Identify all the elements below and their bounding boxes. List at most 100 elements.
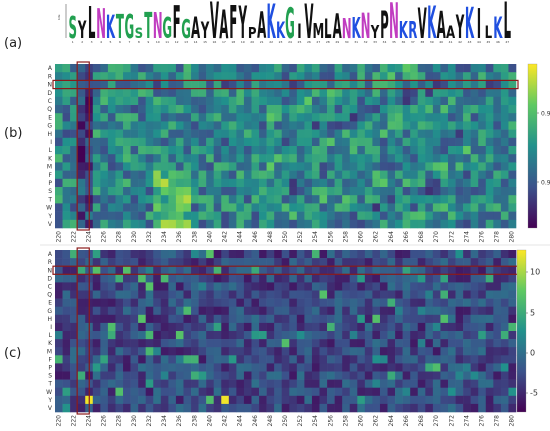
heatmap-cell — [289, 331, 298, 340]
heatmap-cell — [379, 298, 388, 307]
heatmap-cell — [395, 146, 403, 155]
heatmap-cell — [243, 96, 252, 106]
heatmap-cell — [485, 322, 494, 332]
heatmap-cell — [138, 146, 146, 155]
heatmap-cell — [327, 363, 335, 372]
heatmap-cell — [508, 290, 517, 299]
heatmap-cell — [455, 105, 464, 114]
heatmap-cell — [379, 72, 388, 81]
heatmap-cell — [191, 170, 199, 180]
heatmap-cell — [470, 355, 479, 364]
heatmap-cell — [55, 355, 63, 364]
heatmap-cell — [478, 314, 487, 324]
heatmap-cell — [62, 355, 71, 364]
heatmap-cell — [77, 250, 86, 259]
heatmap-cell — [417, 379, 426, 388]
heatmap-cell — [266, 314, 275, 324]
heatmap-cell — [175, 274, 184, 283]
heatmap-cell — [198, 137, 207, 147]
heatmap-cell — [183, 72, 192, 81]
heatmap-cell — [425, 219, 434, 229]
heatmap-cell — [440, 80, 449, 89]
heatmap-cell — [447, 80, 456, 89]
heatmap-cell — [62, 314, 71, 324]
heatmap-cell — [221, 113, 230, 122]
heatmap-cell — [62, 290, 71, 299]
heatmap-cell — [508, 162, 517, 171]
heatmap-cell — [478, 274, 487, 283]
heatmap-cell — [478, 178, 487, 188]
heatmap-cell — [387, 187, 396, 196]
heatmap-cell — [342, 129, 351, 139]
heatmap-cell — [213, 371, 222, 380]
heatmap-cell — [92, 331, 101, 340]
heatmap-cell — [274, 105, 283, 114]
heatmap-cell — [463, 250, 471, 259]
heatmap-cell — [55, 274, 63, 283]
heatmap-cell — [342, 203, 351, 212]
heatmap-cell — [470, 80, 479, 89]
heatmap-cell — [500, 331, 509, 340]
heatmap-cell — [417, 162, 426, 171]
heatmap-cell — [493, 88, 502, 98]
column-label: 276 — [478, 415, 485, 427]
heatmap-cell — [311, 72, 320, 81]
column-label: 244 — [237, 231, 244, 243]
heatmap-cell — [304, 395, 313, 405]
heatmap-cell — [342, 347, 351, 356]
heatmap-cell — [319, 274, 328, 283]
heatmap-cell — [123, 331, 131, 340]
heatmap-cell — [160, 170, 169, 180]
heatmap-cell — [274, 250, 283, 259]
heatmap-cell — [62, 195, 71, 204]
heatmap-cell — [485, 88, 494, 98]
heatmap-cell — [281, 306, 290, 316]
heatmap-cell — [425, 64, 434, 73]
heatmap-cell — [100, 274, 109, 283]
heatmap-cell — [221, 403, 230, 413]
heatmap-cell — [198, 219, 207, 229]
heatmap-cell — [213, 363, 222, 372]
heatmap-cell — [327, 96, 335, 106]
heatmap-cell — [432, 298, 441, 307]
row-label: R — [48, 73, 52, 80]
heatmap-cell — [92, 96, 101, 106]
heatmap-cell — [168, 258, 177, 267]
heatmap-cell — [191, 80, 199, 89]
heatmap-cell — [107, 371, 116, 380]
heatmap-cell — [175, 219, 184, 229]
heatmap-cell — [130, 274, 139, 283]
heatmap-cell — [485, 146, 494, 155]
row-label: K — [48, 155, 53, 162]
heatmap-cell — [500, 195, 509, 204]
heatmap-cell — [281, 203, 290, 212]
heatmap-cell — [470, 72, 479, 81]
column-label: 266 — [403, 415, 410, 427]
heatmap-cell — [289, 347, 298, 356]
heatmap-cell — [432, 121, 441, 130]
heatmap-cell — [327, 298, 335, 307]
heatmap-cell — [417, 250, 426, 259]
heatmap-cell — [138, 105, 146, 114]
heatmap-cell — [425, 331, 434, 340]
heatmap-cell — [470, 403, 479, 413]
heatmap-cell — [168, 187, 177, 196]
heatmap-cell — [319, 258, 328, 267]
heatmap-cell — [508, 211, 517, 221]
heatmap-cell — [410, 88, 419, 98]
heatmap-cell — [153, 187, 162, 196]
heatmap-cell — [395, 113, 403, 122]
heatmap-cell — [425, 322, 434, 332]
heatmap-cell — [130, 298, 139, 307]
heatmap-cell — [296, 113, 305, 122]
heatmap-cell — [440, 306, 449, 316]
heatmap-cell — [198, 274, 207, 283]
heatmap-cell — [334, 347, 343, 356]
heatmap-cell — [115, 178, 124, 188]
logo-letter: I — [477, 1, 481, 49]
colorbar-tick-label: -5 — [530, 389, 538, 398]
heatmap-cell — [342, 219, 351, 229]
heatmap-cell — [425, 347, 434, 356]
logo-position-number: 43 — [468, 40, 472, 44]
heatmap-cell — [77, 178, 86, 188]
